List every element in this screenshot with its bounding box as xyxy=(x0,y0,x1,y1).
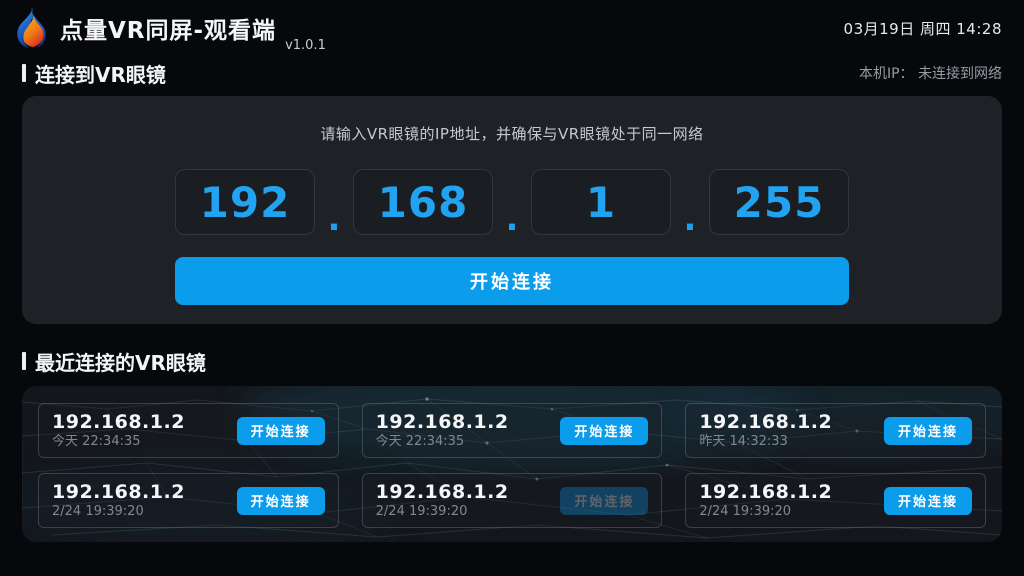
connect-section-title: 连接到VR眼镜 xyxy=(22,59,166,88)
recent-connect-button[interactable]: 开始连接 xyxy=(560,486,649,515)
ip-octet-value-4: 255 xyxy=(733,177,825,227)
app-title: 点量VR同屏-观看端 xyxy=(60,18,277,44)
device-info: 192.168.1.2 2/24 19:39:20 xyxy=(52,481,185,520)
device-card: 192.168.1.2 2/24 19:39:20 开始连接 xyxy=(361,473,663,528)
ip-octet-value-3: 1 xyxy=(585,177,617,227)
connect-section-header: 连接到VR眼镜 本机IP： 未连接到网络 xyxy=(0,56,1024,90)
ip-dot-separator: . xyxy=(327,199,341,239)
recent-connect-button[interactable]: 开始连接 xyxy=(560,416,649,445)
local-ip-label: 本机IP： xyxy=(858,66,914,82)
section-title-bar xyxy=(22,352,26,370)
recent-connect-button[interactable]: 开始连接 xyxy=(236,486,325,515)
device-info: 192.168.1.2 今天 22:34:35 xyxy=(52,411,185,450)
app-version: v1.0.1 xyxy=(285,38,326,53)
ip-octet-input-2[interactable]: 168 xyxy=(353,169,493,235)
ip-octet-input-1[interactable]: 192 xyxy=(175,169,315,235)
device-card: 192.168.1.2 2/24 19:39:20 开始连接 xyxy=(685,473,986,528)
ip-input-row: 192 . 168 . 1 . 255 xyxy=(175,169,849,239)
recent-section-title-text: 最近连接的VR眼镜 xyxy=(35,350,206,375)
device-last-connected-time: 昨天 14:32:33 xyxy=(699,434,788,449)
ip-octet-value-2: 168 xyxy=(377,177,469,227)
ip-dot-separator: . xyxy=(505,199,519,239)
ip-octet-input-3[interactable]: 1 xyxy=(531,169,671,235)
device-ip: 192.168.1.2 xyxy=(699,481,833,503)
recent-connect-button[interactable]: 开始连接 xyxy=(883,416,972,445)
device-card: 192.168.1.2 今天 22:34:35 开始连接 xyxy=(361,403,663,458)
device-info: 192.168.1.2 2/24 19:39:20 xyxy=(699,481,832,520)
device-card: 192.168.1.2 昨天 14:32:33 开始连接 xyxy=(685,403,986,458)
app-header: 点量VR同屏-观看端 v1.0.1 03月19日 周四 14:28 xyxy=(0,0,1024,56)
ip-dot-separator: . xyxy=(683,199,697,239)
recent-connect-button[interactable]: 开始连接 xyxy=(236,416,325,445)
device-info: 192.168.1.2 昨天 14:32:33 xyxy=(699,411,832,450)
device-ip: 192.168.1.2 xyxy=(375,481,509,503)
device-info: 192.168.1.2 今天 22:34:35 xyxy=(376,411,509,450)
device-last-connected-time: 今天 22:34:35 xyxy=(52,434,141,449)
recent-connect-button[interactable]: 开始连接 xyxy=(883,486,972,515)
connect-section-title-text: 连接到VR眼镜 xyxy=(35,62,166,87)
device-last-connected-time: 2/24 19:39:20 xyxy=(699,504,792,519)
device-ip: 192.168.1.2 xyxy=(52,411,185,433)
recent-devices-panel: 192.168.1.2 今天 22:34:35 开始连接 192.168.1.2… xyxy=(22,386,1002,542)
device-last-connected-time: 今天 22:34:35 xyxy=(375,434,465,449)
connect-panel: 请输入VR眼镜的IP地址，并确保与VR眼镜处于同一网络 192 . 168 . … xyxy=(22,96,1002,324)
datetime-display: 03月19日 周四 14:28 xyxy=(843,19,1002,38)
start-connect-button[interactable]: 开始连接 xyxy=(175,257,849,305)
local-ip-value: 未连接到网络 xyxy=(918,66,1002,82)
device-card: 192.168.1.2 2/24 19:39:20 开始连接 xyxy=(38,473,339,528)
device-ip: 192.168.1.2 xyxy=(699,411,833,433)
device-ip: 192.168.1.2 xyxy=(52,481,185,503)
recent-section-header: 最近连接的VR眼镜 xyxy=(0,344,1024,378)
device-last-connected-time: 2/24 19:39:20 xyxy=(52,504,144,519)
device-card: 192.168.1.2 今天 22:34:35 开始连接 xyxy=(38,403,339,458)
instruction-text: 请输入VR眼镜的IP地址，并确保与VR眼镜处于同一网络 xyxy=(320,125,704,143)
ip-octet-input-4[interactable]: 255 xyxy=(709,169,849,235)
local-ip-status: 本机IP： 未连接到网络 xyxy=(859,63,1002,83)
device-ip: 192.168.1.2 xyxy=(375,411,509,433)
recent-devices-grid: 192.168.1.2 今天 22:34:35 开始连接 192.168.1.2… xyxy=(22,386,1002,542)
section-title-bar xyxy=(22,64,26,82)
device-last-connected-time: 2/24 19:39:20 xyxy=(375,504,468,519)
ip-octet-value-1: 192 xyxy=(199,177,291,227)
flame-droplet-icon xyxy=(17,7,46,48)
device-info: 192.168.1.2 2/24 19:39:20 xyxy=(376,481,509,520)
recent-section-title: 最近连接的VR眼镜 xyxy=(22,347,206,376)
